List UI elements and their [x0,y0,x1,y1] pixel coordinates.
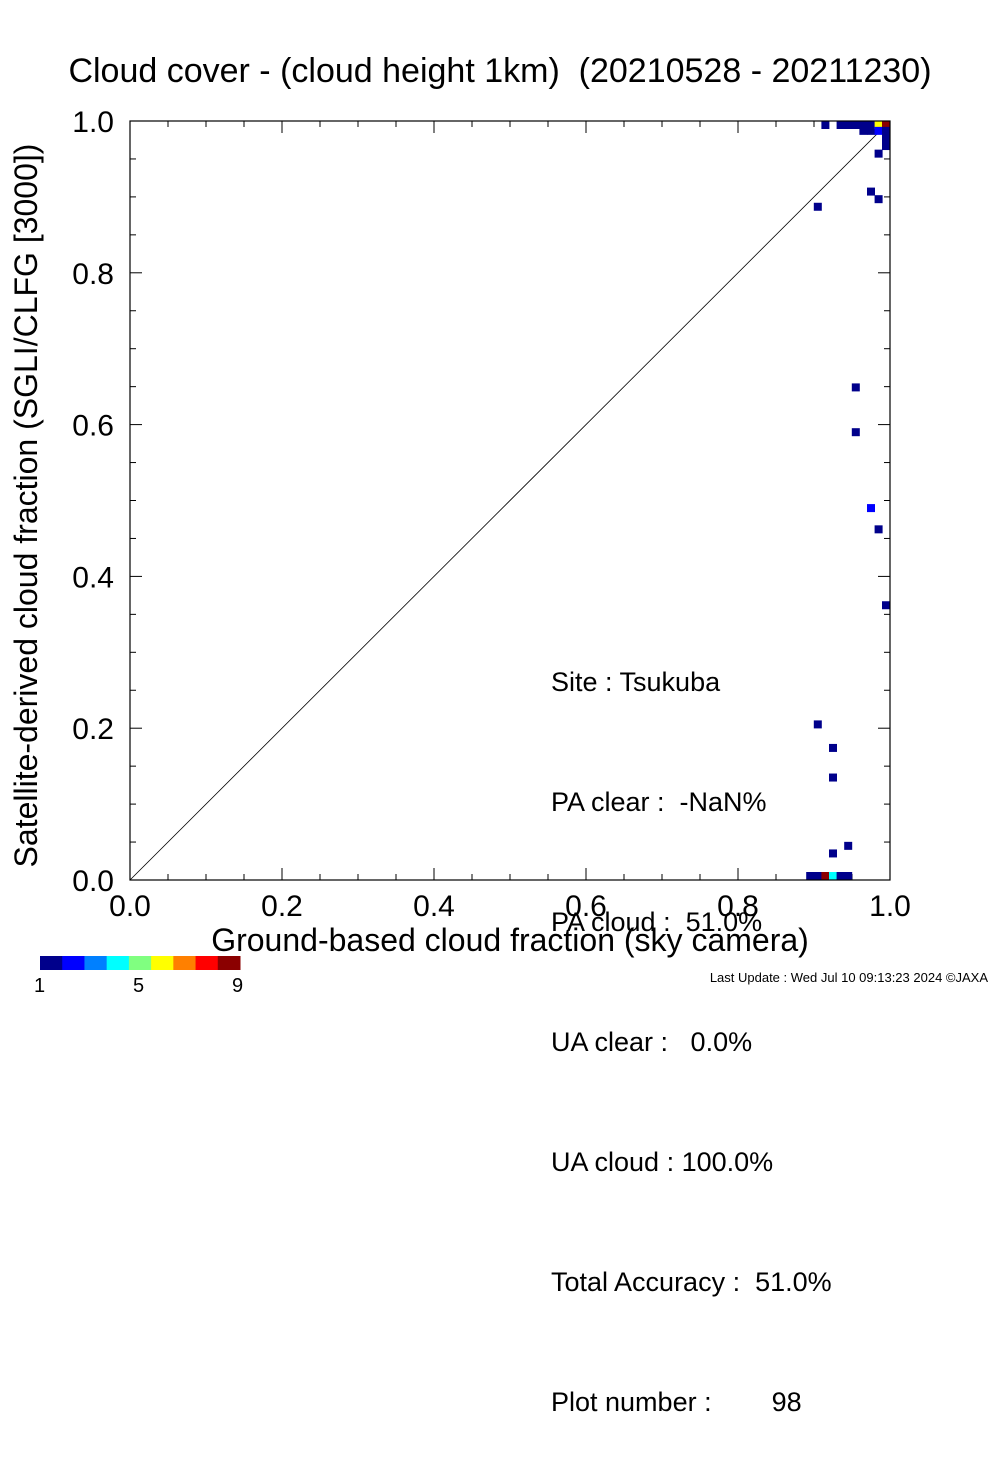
stats-plot-number: Plot number : 98 [551,1387,802,1417]
data-point [867,121,875,129]
chart-title: Cloud cover - (cloud height 1km) (202105… [68,52,932,90]
y-tick-label: 0.0 [72,865,114,898]
data-point [829,743,837,752]
colorbar-segment [40,956,63,970]
last-update-footer: Last Update : Wed Jul 10 09:13:23 2024 ©… [709,970,988,985]
x-axis-label: Ground-based cloud fraction (sky camera) [211,922,809,958]
scatter-chart: 0.0 0.2 0.4 0.6 0.8 1.0 0.0 0.2 0.4 0.6 0.8 1.0 Gro… [8,106,911,970]
data-point [882,121,890,129]
data-point [874,525,883,534]
data-point [874,195,883,204]
data-point [829,849,837,858]
data-point [874,149,883,158]
data-point [821,121,830,129]
data-point [806,872,815,880]
data-point [882,134,890,143]
data-point [821,872,830,880]
x-tick-label: 0.4 [413,890,455,923]
data-point [813,720,822,729]
colorbar-segment [217,956,241,970]
data-points [806,121,890,880]
data-point [813,872,822,880]
data-point [829,773,837,782]
stats-ua-clear: UA clear : 0.0% [551,1027,753,1057]
colorbar-segment [173,956,197,970]
data-point [874,121,883,129]
colorbar-segment [106,956,130,970]
data-point [867,504,875,513]
data-point [829,872,837,880]
data-point [867,126,875,135]
plot-frame [129,120,891,881]
stats-pa-cloud: PA cloud : 51.0% [551,907,763,937]
colorbar-segment [195,956,219,970]
data-point [836,121,845,129]
data-point [882,126,890,135]
stats-panel: Site : Tsukuba PA clear : -NaN% PA cloud… [551,582,832,1462]
data-point [851,121,860,129]
stats-site: Site : Tsukuba [551,667,721,697]
colorbar-segment [128,956,152,970]
data-point [844,872,853,880]
stats-ua-cloud: UA cloud : 100.0% [551,1147,774,1177]
x-tick-label: 1.0 [869,890,911,923]
data-point [882,601,890,610]
x-tick-label: 0.0 [109,890,151,923]
y-tick-label: 0.4 [72,561,114,594]
data-point [859,121,868,129]
stats-pa-clear: PA clear : -NaN% [551,787,767,817]
tick-labels: 0.0 0.2 0.4 0.6 0.8 1.0 0.0 0.2 0.4 0.6 0.8 1.0 [72,106,911,923]
data-point [844,121,853,129]
data-point [859,126,868,135]
y-tick-label: 0.8 [72,258,114,291]
data-point [813,202,822,211]
stats-total-accuracy: Total Accuracy : 51.0% [551,1267,832,1297]
colorbar-label-min: 1 [34,975,46,997]
x-tick-label: 0.8 [717,890,759,923]
colorbar-segment [62,956,85,970]
colorbar-label-max: 9 [232,975,244,997]
y-axis-label: Satellite-derived cloud fraction (SGLI/C… [8,144,44,868]
y-tick-label: 1.0 [72,106,114,139]
one-to-one-line [129,120,891,881]
colorbar-label-mid: 5 [133,975,145,997]
data-point [851,428,860,437]
colorbar-segment [151,956,174,970]
x-tick-label: 0.2 [261,890,303,923]
data-point [882,142,890,151]
x-tick-label: 0.6 [565,890,607,923]
y-tick-label: 0.6 [72,410,114,443]
data-point [874,126,883,135]
data-point [851,383,860,392]
y-tick-label: 0.2 [72,713,114,746]
data-point [844,841,853,850]
colorbar [40,956,241,970]
colorbar-segment [84,956,108,970]
data-point [836,872,845,880]
data-point [867,187,875,196]
